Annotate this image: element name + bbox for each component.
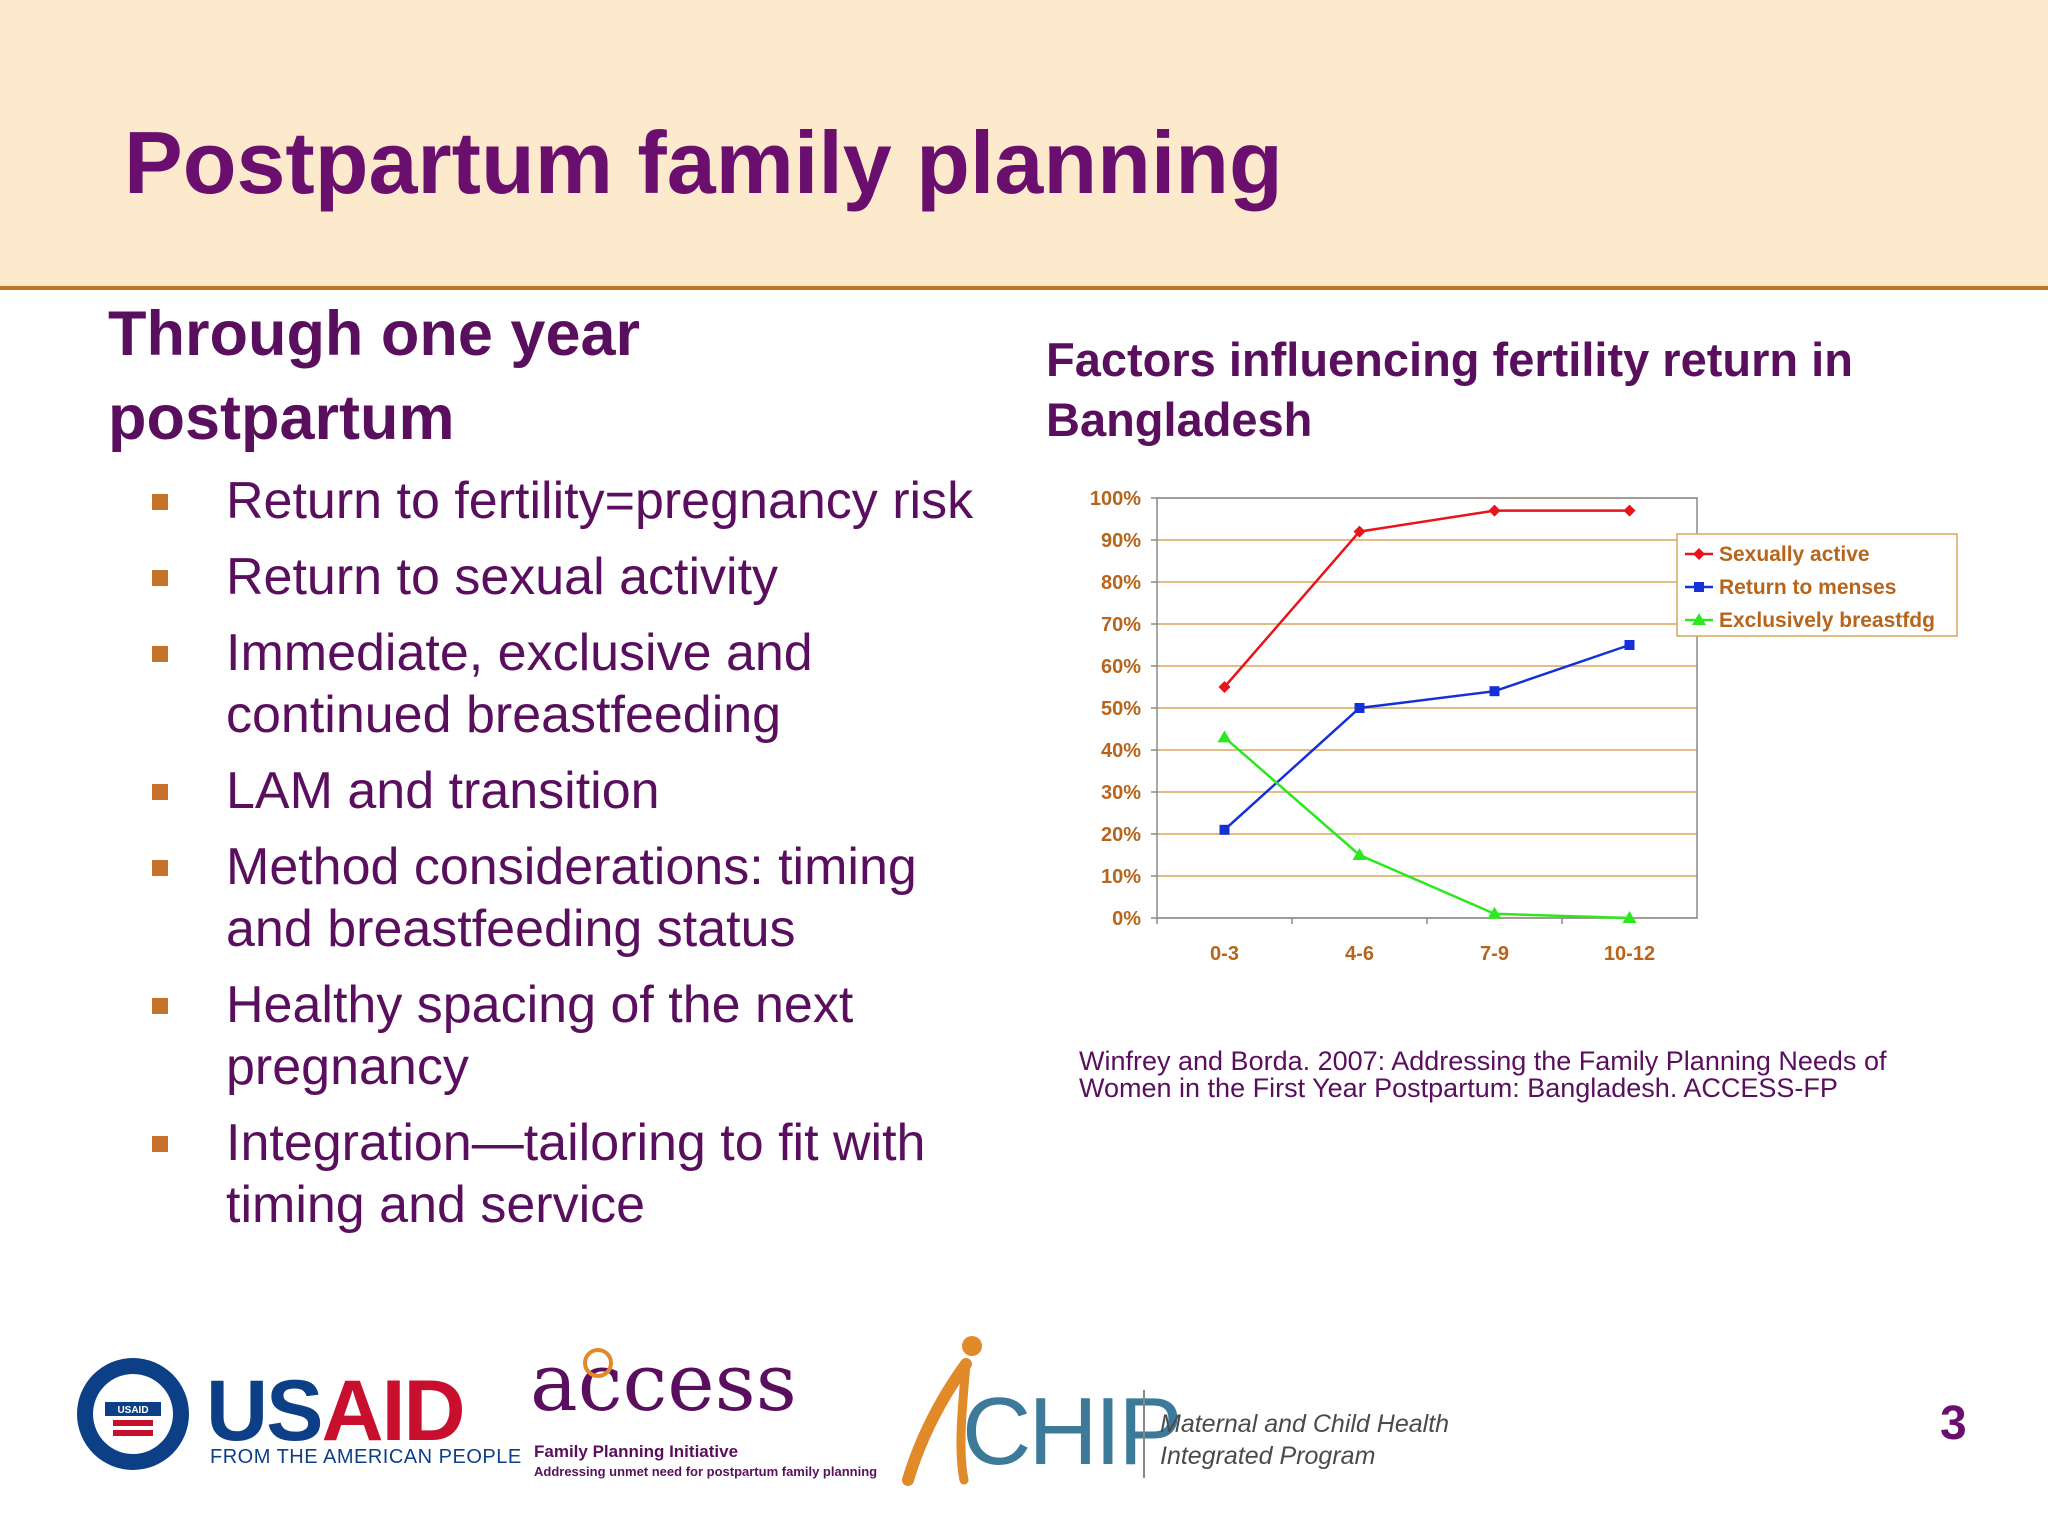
bullet-marker <box>152 494 168 510</box>
mchip-figure-icon <box>902 1336 982 1486</box>
x-tick-label: 4-6 <box>1345 943 1374 965</box>
data-point <box>1354 703 1365 713</box>
title-divider <box>0 286 2048 290</box>
bullet-marker <box>152 570 168 586</box>
access-line2: Addressing unmet need for postpartum fam… <box>534 1464 878 1479</box>
usaid-us: US <box>206 1363 323 1459</box>
series-line-2 <box>1223 736 1630 920</box>
data-point <box>1624 640 1635 650</box>
bullet-item: Integration—tailoring to fit with timing… <box>150 1112 1010 1236</box>
bullet-item: LAM and transition <box>150 760 1010 822</box>
data-point <box>1622 911 1637 923</box>
bullet-marker <box>152 1136 168 1152</box>
bullet-text: LAM and transition <box>226 762 660 820</box>
bullet-text: Return to fertility=pregnancy risk <box>226 472 974 530</box>
mchip-wordmark: CHIP <box>962 1378 1182 1485</box>
access-line1: Family Planning Initiative <box>534 1442 739 1461</box>
legend-label: Return to menses <box>1719 576 1896 599</box>
bullet-text: Return to sexual activity <box>226 548 779 606</box>
series-line-1 <box>1223 643 1630 831</box>
y-tick-label: 10% <box>1101 866 1141 888</box>
y-tick-label: 70% <box>1101 614 1141 636</box>
bullet-text: Immediate, exclusive and continued breas… <box>226 624 813 744</box>
mchip-divider <box>1143 1390 1145 1478</box>
slide-title: Postpartum family planning <box>124 113 1283 212</box>
access-wordmark: access <box>530 1336 797 1429</box>
page-number: 3 <box>1940 1397 1967 1450</box>
data-point <box>1352 848 1367 860</box>
bullet-text: Integration—tailoring to fit with timing… <box>226 1114 926 1234</box>
usaid-aid: AID <box>321 1363 465 1459</box>
y-tick-label: 60% <box>1101 656 1141 678</box>
legend-label: Exclusively breastfdg <box>1719 609 1935 632</box>
data-point <box>1623 504 1636 517</box>
data-point <box>1217 730 1232 743</box>
y-tick-label: 50% <box>1101 698 1141 720</box>
legend-marker <box>1692 613 1706 625</box>
logo-strip: USAID USAID FROM THE AMERICAN PEOPLE acc… <box>0 1320 1480 1510</box>
x-tick-label: 10-12 <box>1604 943 1655 965</box>
y-tick-label: 80% <box>1101 572 1141 594</box>
bullet-item: Immediate, exclusive and continued breas… <box>150 622 1010 746</box>
y-tick-label: 90% <box>1101 530 1141 552</box>
data-point <box>1487 906 1502 919</box>
legend-marker <box>1693 548 1705 560</box>
y-tick-label: 40% <box>1101 740 1141 762</box>
citation: Winfrey and Borda. 2007: Addressing the … <box>1079 1046 1887 1103</box>
line-chart: 0% 10% 20% 30% 40% 50% 60% 70% 80% 90% 100% 0-3 4-6 7… <box>1090 488 1958 965</box>
y-tick-label: 30% <box>1101 782 1141 804</box>
x-tick-label: 7-9 <box>1480 943 1509 965</box>
chart-heading: Factors influencing fertility return in … <box>1046 333 1853 446</box>
bullet-item: Healthy spacing of the next pregnancy <box>150 974 1010 1098</box>
bullet-item: Method considerations: timing and breast… <box>150 836 1010 960</box>
mchip-line1: Maternal and Child Health <box>1160 1410 1450 1438</box>
usaid-seal-icon: USAID <box>77 1358 189 1470</box>
bullet-marker <box>152 646 168 662</box>
y-tick-label: 0% <box>1112 908 1141 930</box>
usaid-tagline: FROM THE AMERICAN PEOPLE <box>210 1446 522 1468</box>
x-tick-label: 0-3 <box>1210 943 1239 965</box>
bullet-text: Healthy spacing of the next pregnancy <box>226 976 854 1096</box>
bullet-marker <box>152 860 168 876</box>
usaid-seal-text: USAID <box>117 1405 148 1416</box>
data-point <box>1489 686 1500 697</box>
mchip-tagline: Maternal and Child Health Integrated Pro… <box>1160 1408 1449 1472</box>
access-figure-icon <box>583 1348 613 1378</box>
usaid-wordmark: USAID <box>206 1368 466 1454</box>
bullet-marker <box>152 784 168 800</box>
section-subhead: Through one year postpartum <box>108 299 641 453</box>
mchip-line2: Integrated Program <box>1160 1442 1376 1470</box>
bullet-list: Return to fertility=pregnancy risk Retur… <box>150 470 1010 1250</box>
data-point <box>1218 681 1231 693</box>
legend-label: Sexually active <box>1719 543 1870 566</box>
bullet-item: Return to fertility=pregnancy risk <box>150 470 1010 532</box>
y-tick-label: 20% <box>1101 824 1141 846</box>
legend-box <box>1676 533 1958 637</box>
y-tick-label: 100% <box>1090 488 1141 510</box>
series-line-0 <box>1223 509 1630 688</box>
bullet-item: Return to sexual activity <box>150 546 1010 608</box>
bullet-marker <box>152 998 168 1014</box>
title-band <box>0 0 2048 286</box>
data-point <box>1219 824 1230 835</box>
bullet-text: Method considerations: timing and breast… <box>226 838 917 958</box>
legend-marker <box>1694 582 1704 592</box>
data-point <box>1488 504 1501 517</box>
data-point <box>1353 525 1366 538</box>
